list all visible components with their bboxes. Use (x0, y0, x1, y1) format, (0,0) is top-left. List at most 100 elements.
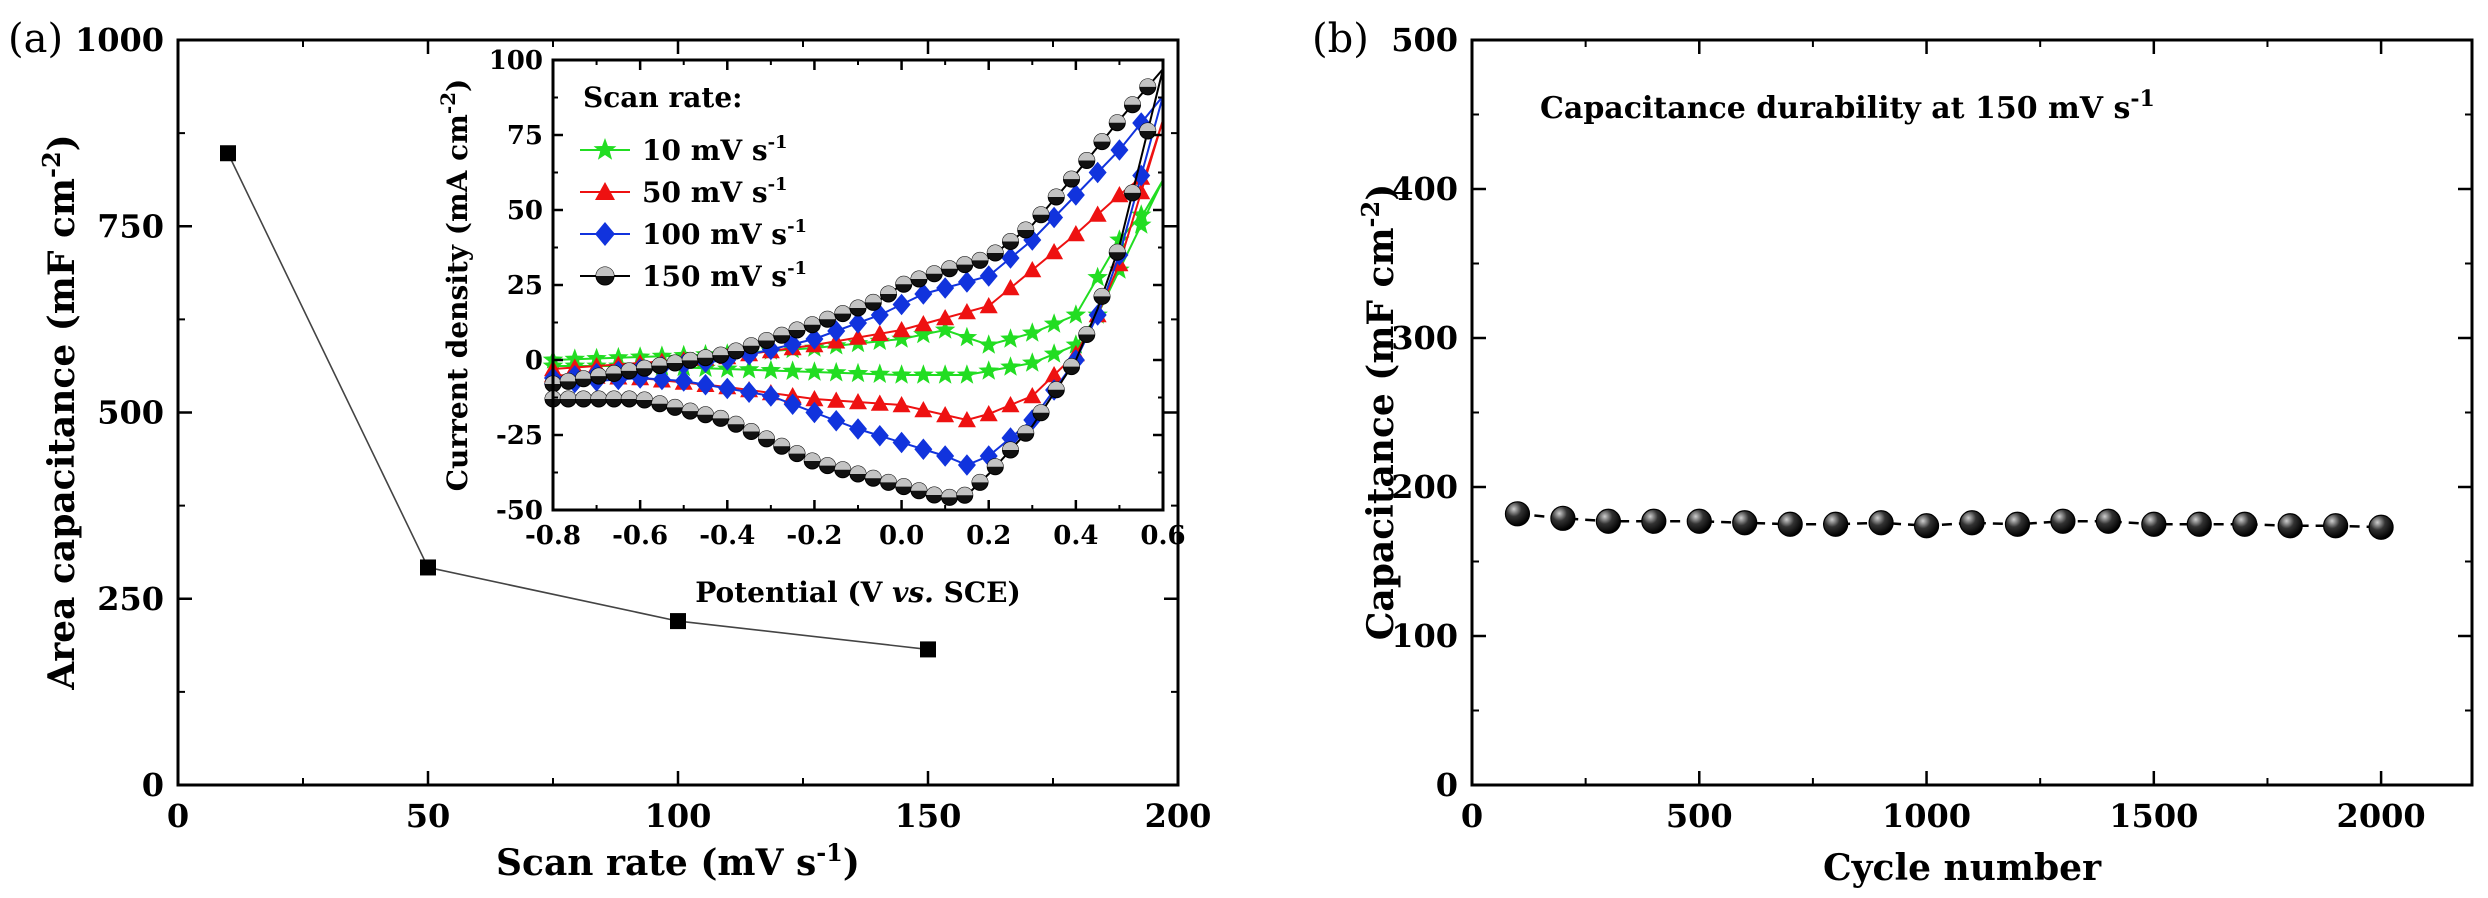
x-axis-label: Scan rate (mV s-1) (496, 838, 860, 884)
data-point (847, 362, 869, 383)
data-point (2095, 508, 2121, 534)
data-point (892, 396, 911, 413)
marker-highlight (987, 458, 1004, 467)
data-point (1777, 511, 1803, 537)
data-point (827, 391, 846, 408)
data-point (1686, 508, 1712, 534)
data-point (1109, 229, 1130, 249)
capacitance-durability-chart: 0 500 1000 1500 2000 0 100 200 300 400 500 Capacit… (1356, 21, 2474, 889)
data-point (1043, 343, 1065, 363)
data-point (957, 454, 976, 476)
data-point (870, 424, 889, 447)
data-point (1595, 508, 1621, 534)
marker-highlight (1002, 233, 1019, 242)
y-tick-label: 200 (1391, 468, 1458, 506)
axis-ticks-b: 0 500 1000 1500 2000 0 100 200 300 400 500 (1391, 21, 2472, 835)
data-point (652, 368, 671, 391)
data-point (1066, 225, 1085, 242)
marker-highlight (880, 286, 897, 294)
legend-label: 50 mV s-1 (642, 174, 788, 209)
data-point (1550, 505, 1576, 531)
data-point (957, 271, 976, 293)
marker-highlight (1002, 442, 1019, 450)
annotation-exp: -1 (2130, 86, 2154, 112)
y-tick-label: 300 (1391, 319, 1458, 357)
data-point (1001, 279, 1020, 296)
x-tick-label: 1500 (2109, 797, 2198, 835)
data-point (1023, 261, 1042, 278)
y-axis-label-close: ) (41, 134, 83, 151)
inset-x-label-vs: vs. (892, 576, 934, 609)
data-point (805, 401, 824, 424)
y-tick-label: -25 (496, 421, 543, 451)
data-point (936, 277, 955, 299)
marker-highlight (596, 267, 614, 276)
y-tick-label: 75 (507, 121, 543, 151)
data-point (1130, 214, 1152, 234)
data-point (913, 364, 934, 384)
marker-highlight (926, 487, 943, 495)
marker-highlight (819, 311, 836, 320)
marker-highlight (743, 423, 760, 432)
marker-highlight (850, 466, 866, 474)
marker-highlight (1094, 133, 1110, 142)
y-tick-label: 0 (142, 766, 164, 804)
x-axis-label-exp: -1 (816, 838, 843, 867)
marker-highlight (895, 478, 912, 487)
data-point (849, 418, 867, 440)
marker-highlight (575, 370, 592, 379)
data-point (978, 360, 999, 380)
legend-label-exp: -1 (768, 174, 788, 195)
x-tick-label: -0.6 (612, 521, 668, 551)
data-point (891, 328, 912, 348)
legend-label-main: 100 mV s (642, 218, 787, 251)
data-point (1959, 510, 1985, 536)
y-axis-label: Area capacitance (mF cm-2) (37, 134, 83, 690)
data-point (825, 361, 847, 382)
x-tick-label: 0 (167, 797, 189, 835)
marker-highlight (850, 300, 866, 308)
data-point (805, 390, 824, 407)
legend-label-main: 10 mV s (642, 134, 768, 167)
inset-series-layer (542, 68, 1164, 506)
x-axis-label-close: ) (843, 842, 860, 884)
data-point (1110, 186, 1129, 203)
data-point (220, 145, 236, 162)
y-tick-label: 25 (507, 271, 543, 301)
data-point (2232, 511, 2258, 537)
data-point (914, 401, 933, 418)
marker-highlight (911, 482, 927, 491)
durability-annotation: Capacitance durability at 150 mV s-1 (1540, 86, 2155, 126)
x-tick-label: 50 (406, 797, 451, 835)
panel-tag-b: (b) (1312, 16, 1369, 62)
data-point (870, 394, 889, 411)
marker-highlight (621, 362, 638, 371)
x-tick-label: 0 (1461, 797, 1483, 835)
marker-highlight (758, 430, 775, 439)
data-point (718, 377, 737, 400)
marker-highlight (1063, 358, 1080, 367)
marker-highlight (972, 252, 988, 261)
data-point (1001, 247, 1020, 269)
data-point (827, 409, 846, 432)
x-tick-label: -0.2 (786, 521, 842, 551)
data-point (1130, 204, 1152, 224)
data-point (1641, 508, 1667, 534)
marker-highlight (560, 373, 577, 382)
marker-highlight (606, 365, 622, 374)
data-point (1110, 139, 1129, 161)
marker-highlight (1063, 171, 1080, 180)
y-tick-label: 50 (507, 196, 543, 226)
data-point (920, 641, 936, 658)
data-point (957, 411, 976, 428)
x-tick-label: 0.0 (879, 521, 924, 551)
data-point (1132, 164, 1151, 187)
data-point (804, 361, 825, 381)
data-point (2323, 513, 2349, 539)
marker-highlight (941, 489, 958, 498)
data-point (914, 283, 933, 305)
data-point (870, 324, 889, 341)
annotation-main: Capacitance durability at 150 mV s (1540, 91, 2130, 126)
marker-highlight (972, 474, 988, 483)
